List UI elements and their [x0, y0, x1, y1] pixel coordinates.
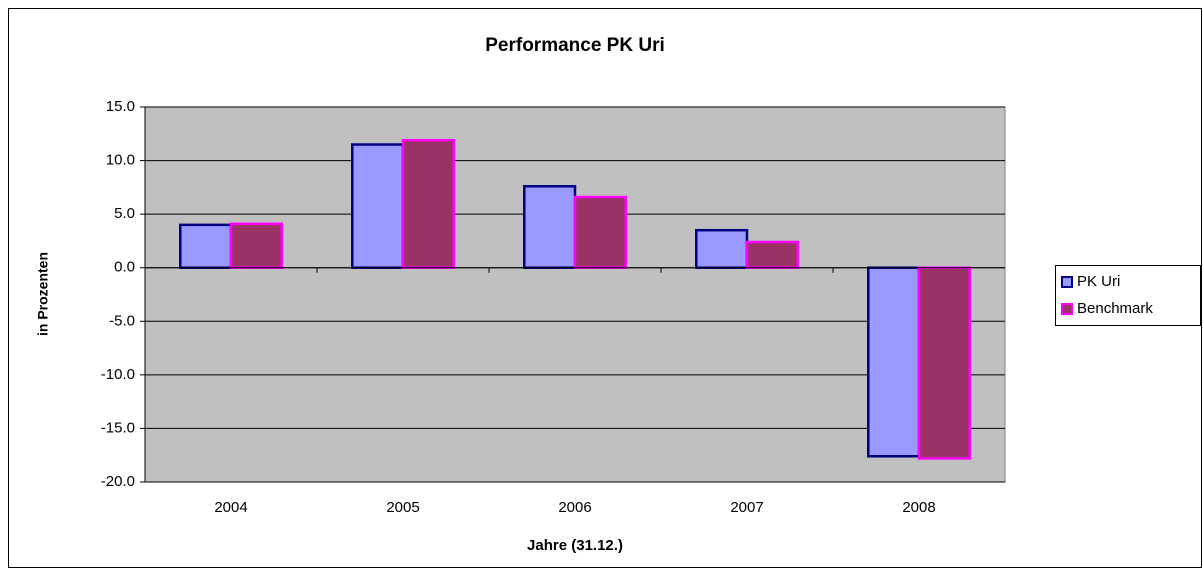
x-tick-label: 2008 [902, 499, 935, 516]
y-tick-label: 0.0 [114, 259, 135, 276]
bar [867, 266, 921, 458]
x-tick-label: 2005 [386, 499, 419, 516]
y-tick-label: -10.0 [101, 366, 135, 383]
bar [229, 222, 283, 269]
legend-swatch [1061, 303, 1073, 315]
bar [745, 240, 799, 269]
bar [523, 185, 577, 269]
legend-label: PK Uri [1077, 273, 1120, 290]
y-tick-label: -15.0 [101, 419, 135, 436]
bar [695, 228, 749, 269]
bar [917, 266, 971, 460]
legend-box [1055, 265, 1201, 326]
bar [401, 138, 455, 269]
x-axis-title: Jahre (31.12.) [527, 537, 623, 554]
y-tick-label: 15.0 [106, 98, 135, 115]
x-tick-label: 2006 [558, 499, 591, 516]
bar [351, 143, 405, 269]
y-tick-label: 10.0 [106, 152, 135, 169]
plot-area [144, 106, 1006, 483]
chart-title: Performance PK Uri [485, 35, 665, 56]
x-tick-label: 2007 [730, 499, 763, 516]
y-tick-label: -5.0 [109, 312, 135, 329]
bar [179, 223, 233, 269]
y-tick-label: -20.0 [101, 473, 135, 490]
legend-label: Benchmark [1077, 300, 1153, 317]
legend-swatch [1061, 276, 1073, 288]
y-axis-title: in Prozenten [35, 252, 51, 336]
bar [573, 195, 627, 269]
x-tick-label: 2004 [214, 499, 247, 516]
y-tick-label: 5.0 [114, 205, 135, 222]
